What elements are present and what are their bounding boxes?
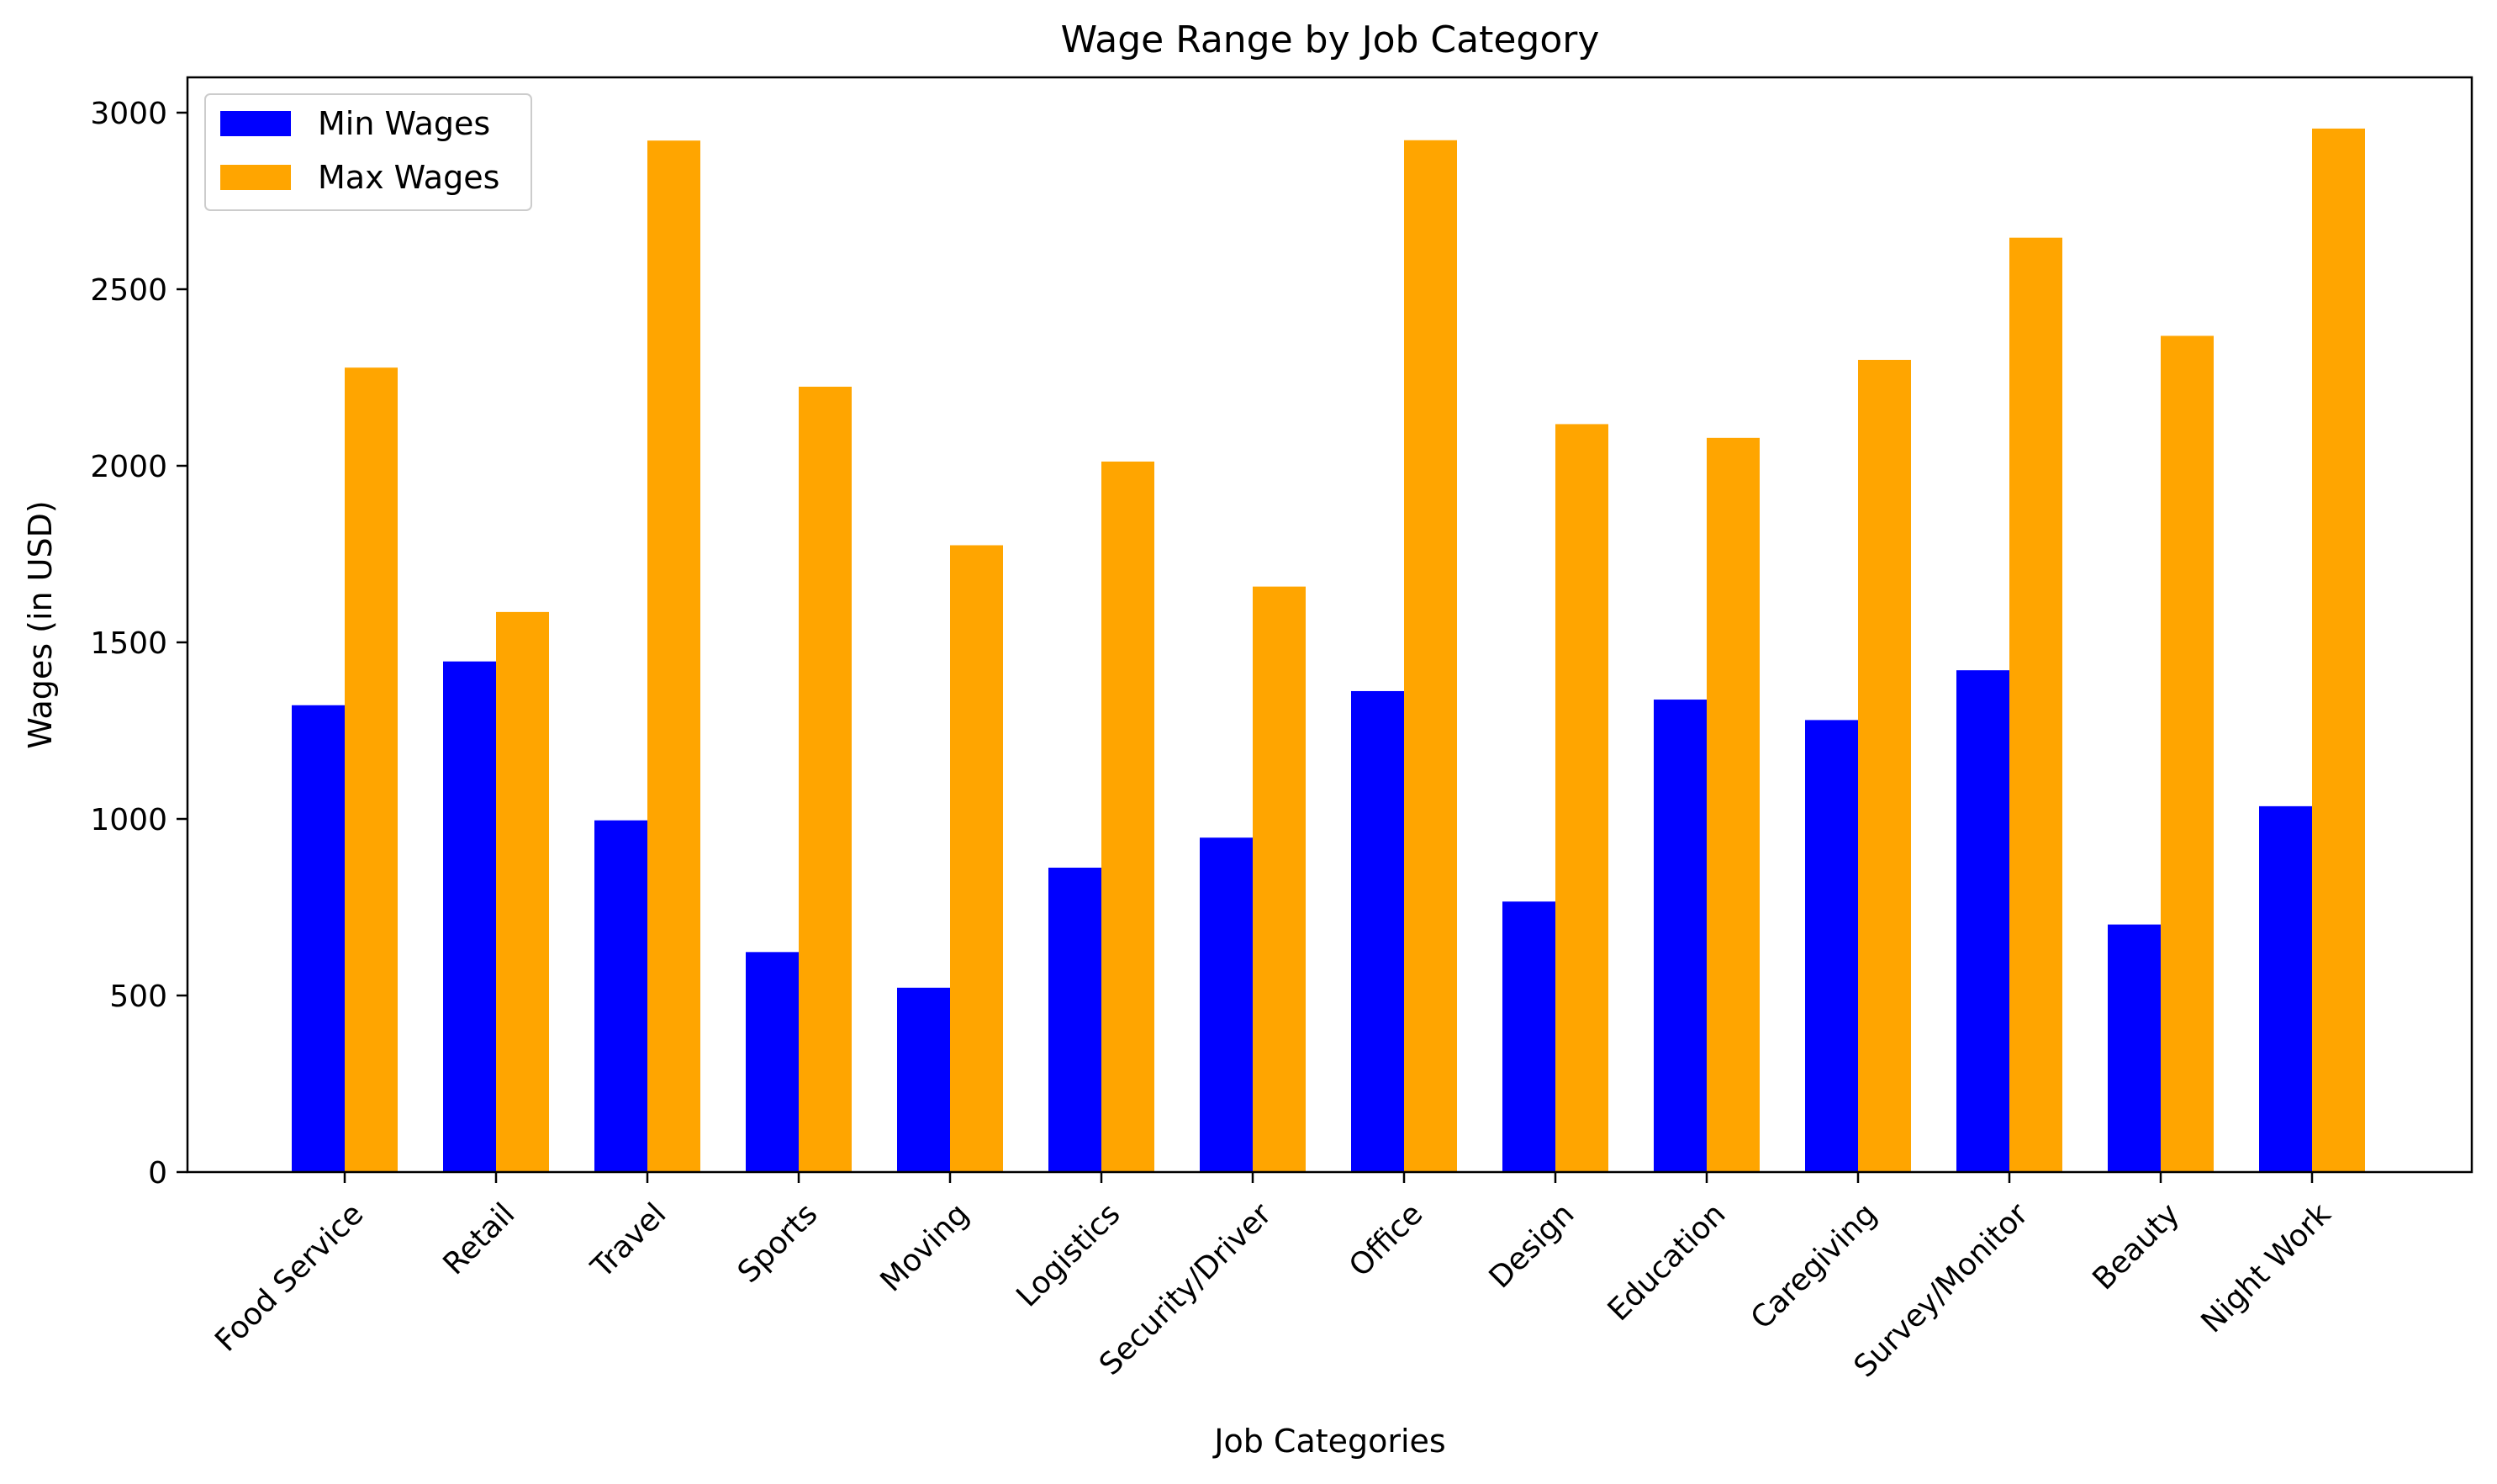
- bar-max-wages-design: [1555, 424, 1608, 1172]
- plot-frame: [186, 76, 2473, 1174]
- x-axis-label: Job Categories: [1212, 1423, 1445, 1460]
- bar-min-wages-sports: [746, 952, 799, 1172]
- legend: Min Wages Max Wages: [204, 93, 532, 211]
- bar-min-wages-logistics: [1048, 867, 1101, 1172]
- y-tick-label: 1500: [90, 626, 167, 661]
- y-tick-label: 500: [109, 980, 167, 1014]
- bar-max-wages-office: [1404, 140, 1457, 1172]
- y-tick-label: 0: [148, 1156, 167, 1191]
- bar-max-wages-survey-monitor: [2009, 237, 2062, 1173]
- bar-min-wages-night-work: [2259, 805, 2312, 1172]
- bar-max-wages-caregiving: [1858, 360, 1911, 1172]
- bar-max-wages-retail: [496, 611, 549, 1172]
- bar-max-wages-travel: [647, 140, 700, 1173]
- bar-min-wages-education: [1654, 700, 1707, 1172]
- bar-min-wages-design: [1502, 901, 1555, 1172]
- legend-label-min-wages: Min Wages: [318, 105, 490, 142]
- bar-min-wages-food-service: [292, 705, 345, 1172]
- y-tick-label: 1000: [90, 803, 167, 837]
- bar-max-wages-sports: [799, 386, 852, 1172]
- bar-max-wages-night-work: [2312, 128, 2365, 1172]
- bar-min-wages-travel: [594, 820, 647, 1172]
- y-tick-label: 3000: [90, 97, 167, 131]
- legend-swatch-min-wages: [220, 111, 291, 136]
- bar-min-wages-office: [1351, 690, 1404, 1172]
- bar-max-wages-security-driver: [1253, 586, 1306, 1172]
- y-tick-label: 2000: [90, 450, 167, 484]
- bar-max-wages-moving: [950, 545, 1003, 1172]
- bar-max-wages-education: [1707, 437, 1760, 1172]
- bar-max-wages-beauty: [2161, 335, 2214, 1172]
- bar-max-wages-food-service: [345, 367, 398, 1172]
- legend-swatch-max-wages: [220, 165, 291, 190]
- bar-min-wages-moving: [897, 987, 950, 1172]
- y-axis-label: Wages (in USD): [22, 500, 59, 748]
- legend-label-max-wages: Max Wages: [318, 159, 499, 196]
- bar-min-wages-security-driver: [1200, 837, 1253, 1172]
- bar-min-wages-survey-monitor: [1956, 670, 2009, 1172]
- chart-title: Wage Range by Job Category: [1061, 18, 1600, 61]
- y-axis: 0 500 1000 1500 2000 2500 3000: [90, 97, 187, 1191]
- bar-min-wages-caregiving: [1805, 720, 1858, 1172]
- bar-min-wages-beauty: [2108, 924, 2161, 1172]
- y-tick-label: 2500: [90, 273, 167, 308]
- bar-min-wages-retail: [443, 661, 496, 1172]
- bars-layer: [292, 128, 2365, 1173]
- bar-max-wages-logistics: [1101, 461, 1154, 1172]
